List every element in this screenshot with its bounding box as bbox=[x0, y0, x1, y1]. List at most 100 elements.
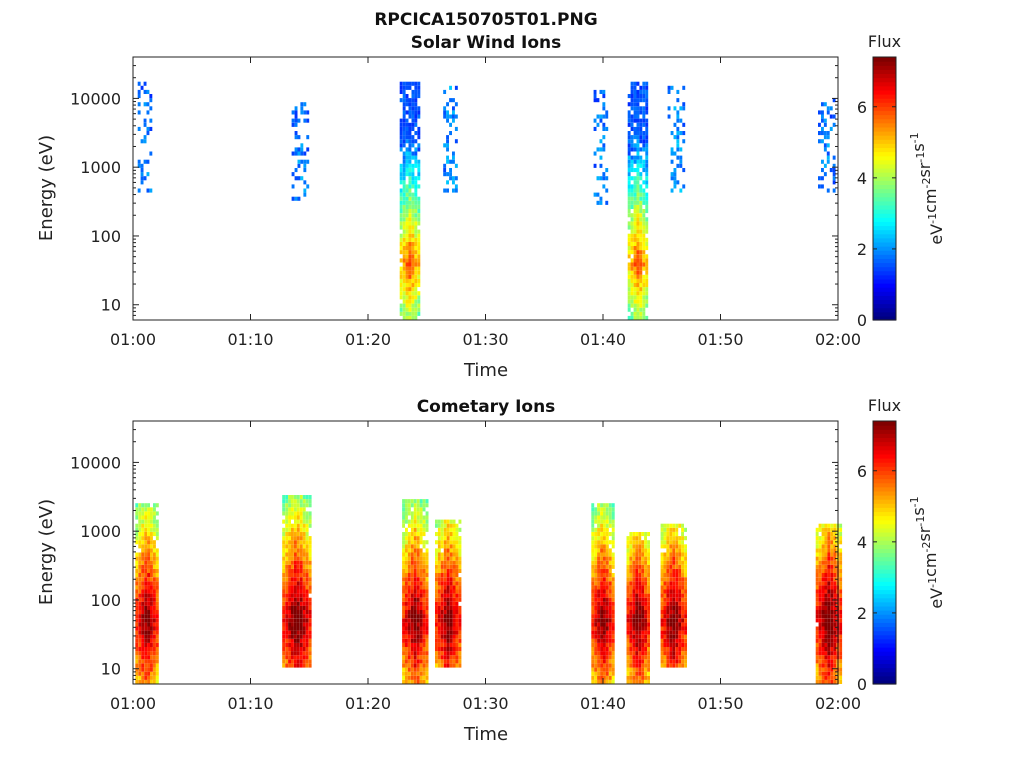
spectrogram-cell bbox=[305, 515, 309, 520]
spectrogram-cell bbox=[594, 618, 598, 623]
spectrogram-cell bbox=[663, 663, 667, 668]
spectrogram-cell bbox=[675, 647, 679, 652]
spectrogram-cell bbox=[684, 568, 687, 573]
spectrogram-cell bbox=[611, 642, 615, 647]
spectrogram-cell bbox=[410, 552, 414, 557]
spectrogram-cell bbox=[405, 85, 409, 90]
spectrogram-cell bbox=[294, 601, 297, 606]
spectrogram-cell bbox=[636, 270, 640, 275]
spectrogram-cell bbox=[443, 626, 447, 631]
spectrogram-cell bbox=[308, 655, 312, 660]
spectrogram-cell bbox=[402, 675, 405, 680]
spectrogram-cell bbox=[405, 135, 409, 140]
spectrogram-cell bbox=[594, 655, 598, 660]
spectrogram-cell bbox=[644, 593, 647, 598]
spectrogram-cell bbox=[642, 163, 646, 168]
spectrogram-cell bbox=[597, 532, 600, 537]
spectrogram-cell bbox=[306, 118, 310, 123]
spectrogram-cell bbox=[291, 605, 294, 610]
spectrogram-cell bbox=[611, 634, 615, 639]
spectrogram-cell bbox=[288, 544, 291, 549]
spectrogram-cell bbox=[626, 671, 630, 676]
spectrogram-cell bbox=[636, 241, 640, 246]
spectrogram-cell bbox=[144, 544, 148, 549]
spectrogram-cell bbox=[147, 544, 150, 549]
spectrogram-cell bbox=[818, 675, 822, 680]
spectrogram-cell bbox=[155, 527, 159, 532]
spectrogram-cell bbox=[591, 605, 595, 610]
spectrogram-cell bbox=[147, 642, 150, 647]
spectrogram-cell bbox=[407, 647, 411, 652]
spectrogram-cell bbox=[645, 221, 649, 226]
spectrogram-cell bbox=[422, 589, 426, 594]
spectrogram-cell bbox=[452, 638, 456, 643]
spectrogram-cell bbox=[682, 102, 686, 107]
spectrogram-cell bbox=[291, 184, 295, 189]
spectrogram-cell bbox=[642, 213, 646, 218]
spectrogram-cell bbox=[824, 659, 828, 664]
spectrogram-cell bbox=[635, 671, 639, 676]
spectrogram-cell bbox=[149, 106, 153, 111]
spectrogram-cell bbox=[288, 573, 291, 578]
spectrogram-cell bbox=[306, 110, 310, 115]
spectrogram-cell bbox=[288, 523, 291, 528]
spectrogram-cell bbox=[294, 110, 298, 115]
spectrogram-cell bbox=[645, 159, 649, 164]
spectrogram-cell bbox=[626, 642, 630, 647]
spectrogram-cell bbox=[824, 577, 828, 582]
spectrogram-cell bbox=[452, 601, 456, 606]
spectrogram-cell bbox=[636, 81, 640, 86]
spectrogram-cell bbox=[629, 540, 633, 545]
spectrogram-cell bbox=[821, 601, 825, 606]
spectrogram-cell bbox=[141, 515, 145, 520]
spectrogram-cell bbox=[611, 593, 615, 598]
spectrogram-cell bbox=[644, 560, 647, 565]
spectrogram-cell bbox=[405, 303, 409, 308]
spectrogram-cell bbox=[413, 536, 417, 541]
spectrogram-cell bbox=[633, 246, 637, 251]
spectrogram-cell bbox=[437, 605, 441, 610]
spectrogram-cell bbox=[597, 577, 600, 582]
spectrogram-cell bbox=[417, 131, 421, 136]
spectrogram-cell bbox=[443, 172, 447, 177]
spectrogram-cell bbox=[632, 626, 636, 631]
spectrogram-cell bbox=[605, 585, 609, 590]
spectrogram-cell bbox=[647, 630, 650, 635]
spectrogram-cell bbox=[413, 638, 417, 643]
spectrogram-cell bbox=[600, 540, 603, 545]
spectrogram-cell bbox=[639, 131, 643, 136]
spectrogram-cell bbox=[405, 196, 409, 201]
spectrogram-cell bbox=[141, 511, 145, 516]
spectrogram-cell bbox=[669, 651, 673, 656]
spectrogram-cell bbox=[815, 532, 819, 537]
colorbar-swatch bbox=[873, 564, 896, 570]
spectrogram-cell bbox=[302, 642, 306, 647]
spectrogram-cell bbox=[302, 564, 306, 569]
spectrogram-cell bbox=[645, 143, 649, 148]
spectrogram-cell bbox=[407, 618, 411, 623]
spectrogram-cell bbox=[147, 614, 150, 619]
spectrogram-cell bbox=[422, 638, 426, 643]
spectrogram-cell bbox=[449, 532, 453, 537]
spectrogram-cell bbox=[135, 532, 139, 537]
spectrogram-cell bbox=[143, 159, 147, 164]
spectrogram-cell bbox=[638, 655, 642, 660]
spectrogram-cell bbox=[422, 667, 426, 672]
spectrogram-cell bbox=[627, 237, 631, 242]
spectrogram-cell bbox=[600, 589, 603, 594]
spectrogram-cell bbox=[455, 573, 459, 578]
spectrogram-cell bbox=[422, 679, 426, 684]
spectrogram-cell bbox=[679, 147, 683, 152]
spectrogram-cell bbox=[597, 597, 600, 602]
spectrogram-cell bbox=[306, 184, 310, 189]
spectrogram-cell bbox=[597, 618, 600, 623]
colorbar-swatch bbox=[873, 622, 896, 628]
spectrogram-cell bbox=[419, 581, 423, 586]
spectrogram-cell bbox=[294, 499, 297, 504]
spectrogram-cell bbox=[675, 573, 679, 578]
spectrogram-cell bbox=[408, 114, 412, 119]
spectrogram-cell bbox=[642, 122, 646, 127]
spectrogram-cell bbox=[635, 601, 639, 606]
spectrogram-cell bbox=[603, 515, 606, 520]
spectrogram-cell bbox=[605, 618, 609, 623]
